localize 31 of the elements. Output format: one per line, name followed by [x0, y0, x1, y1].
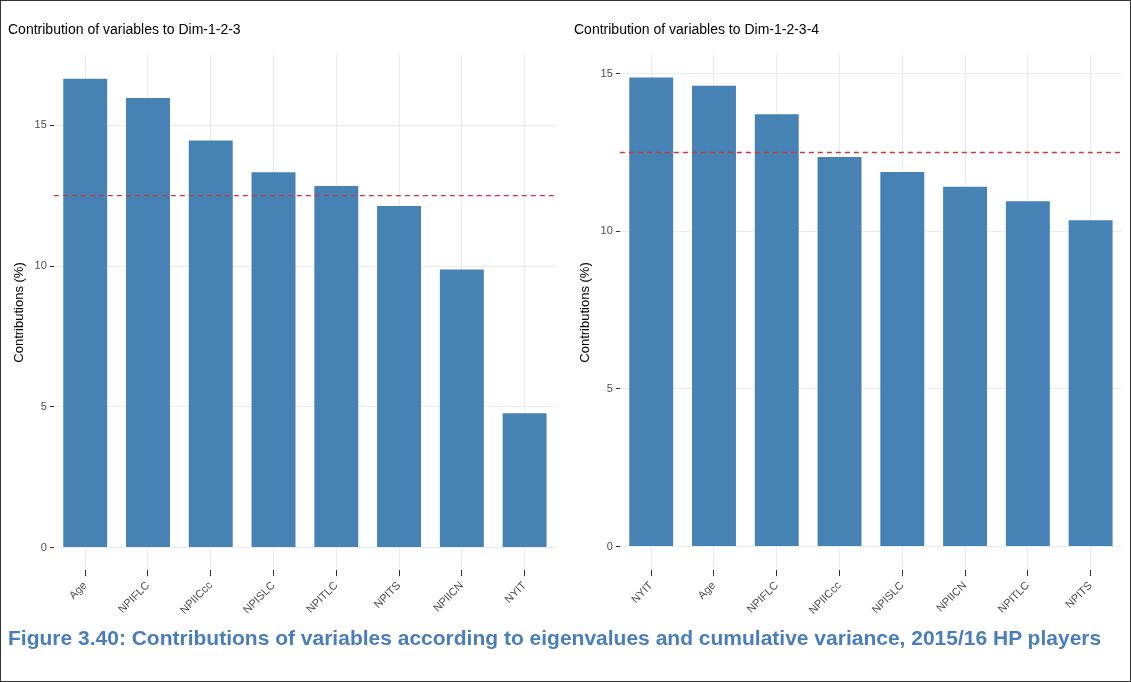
bar: [314, 186, 359, 548]
caption: Figure 3.40: Contributions of variables according to eigenvalues and cumulative variance, 2015/16 HP players: [8, 626, 1103, 650]
bar: [439, 269, 484, 548]
bar: [943, 186, 988, 546]
bar: [63, 78, 108, 548]
y-tick-label: 5: [606, 381, 613, 394]
bar: [502, 413, 547, 548]
y-tick-label: 5: [40, 399, 47, 412]
bar: [817, 156, 862, 546]
bar: [188, 140, 233, 548]
x-tick-label: Age: [695, 578, 718, 602]
y-tick-label: 10: [600, 224, 613, 237]
bar: [629, 77, 674, 546]
bar: [1068, 220, 1113, 546]
bar: [126, 97, 170, 548]
y-tick-label: 15: [600, 66, 613, 79]
bar: [754, 114, 799, 546]
bar: [251, 172, 296, 548]
x-tick-label: Age: [66, 578, 89, 602]
chart-title: Contribution of variables to Dim-1-2-3-4: [574, 21, 820, 38]
y-tick-label: 0: [606, 539, 613, 552]
bar: [1005, 201, 1050, 546]
y-axis-title: Contributions (%): [577, 262, 593, 363]
bar: [377, 206, 422, 548]
bar: [880, 172, 925, 546]
bar: [692, 85, 736, 546]
y-tick-label: 15: [34, 118, 47, 131]
chart-title: Contribution of variables to Dim-1-2-3: [8, 21, 241, 38]
y-tick-label: 10: [34, 259, 47, 272]
y-tick-label: 0: [40, 540, 47, 553]
y-axis-title: Contributions (%): [11, 262, 27, 363]
